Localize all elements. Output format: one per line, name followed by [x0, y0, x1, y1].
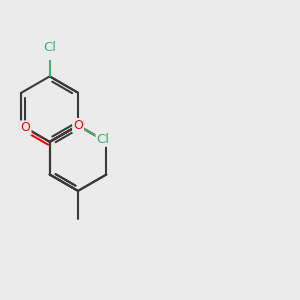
Text: O: O [73, 119, 83, 132]
Text: Cl: Cl [43, 41, 56, 54]
Text: O: O [21, 122, 31, 134]
Text: Cl: Cl [96, 133, 109, 146]
